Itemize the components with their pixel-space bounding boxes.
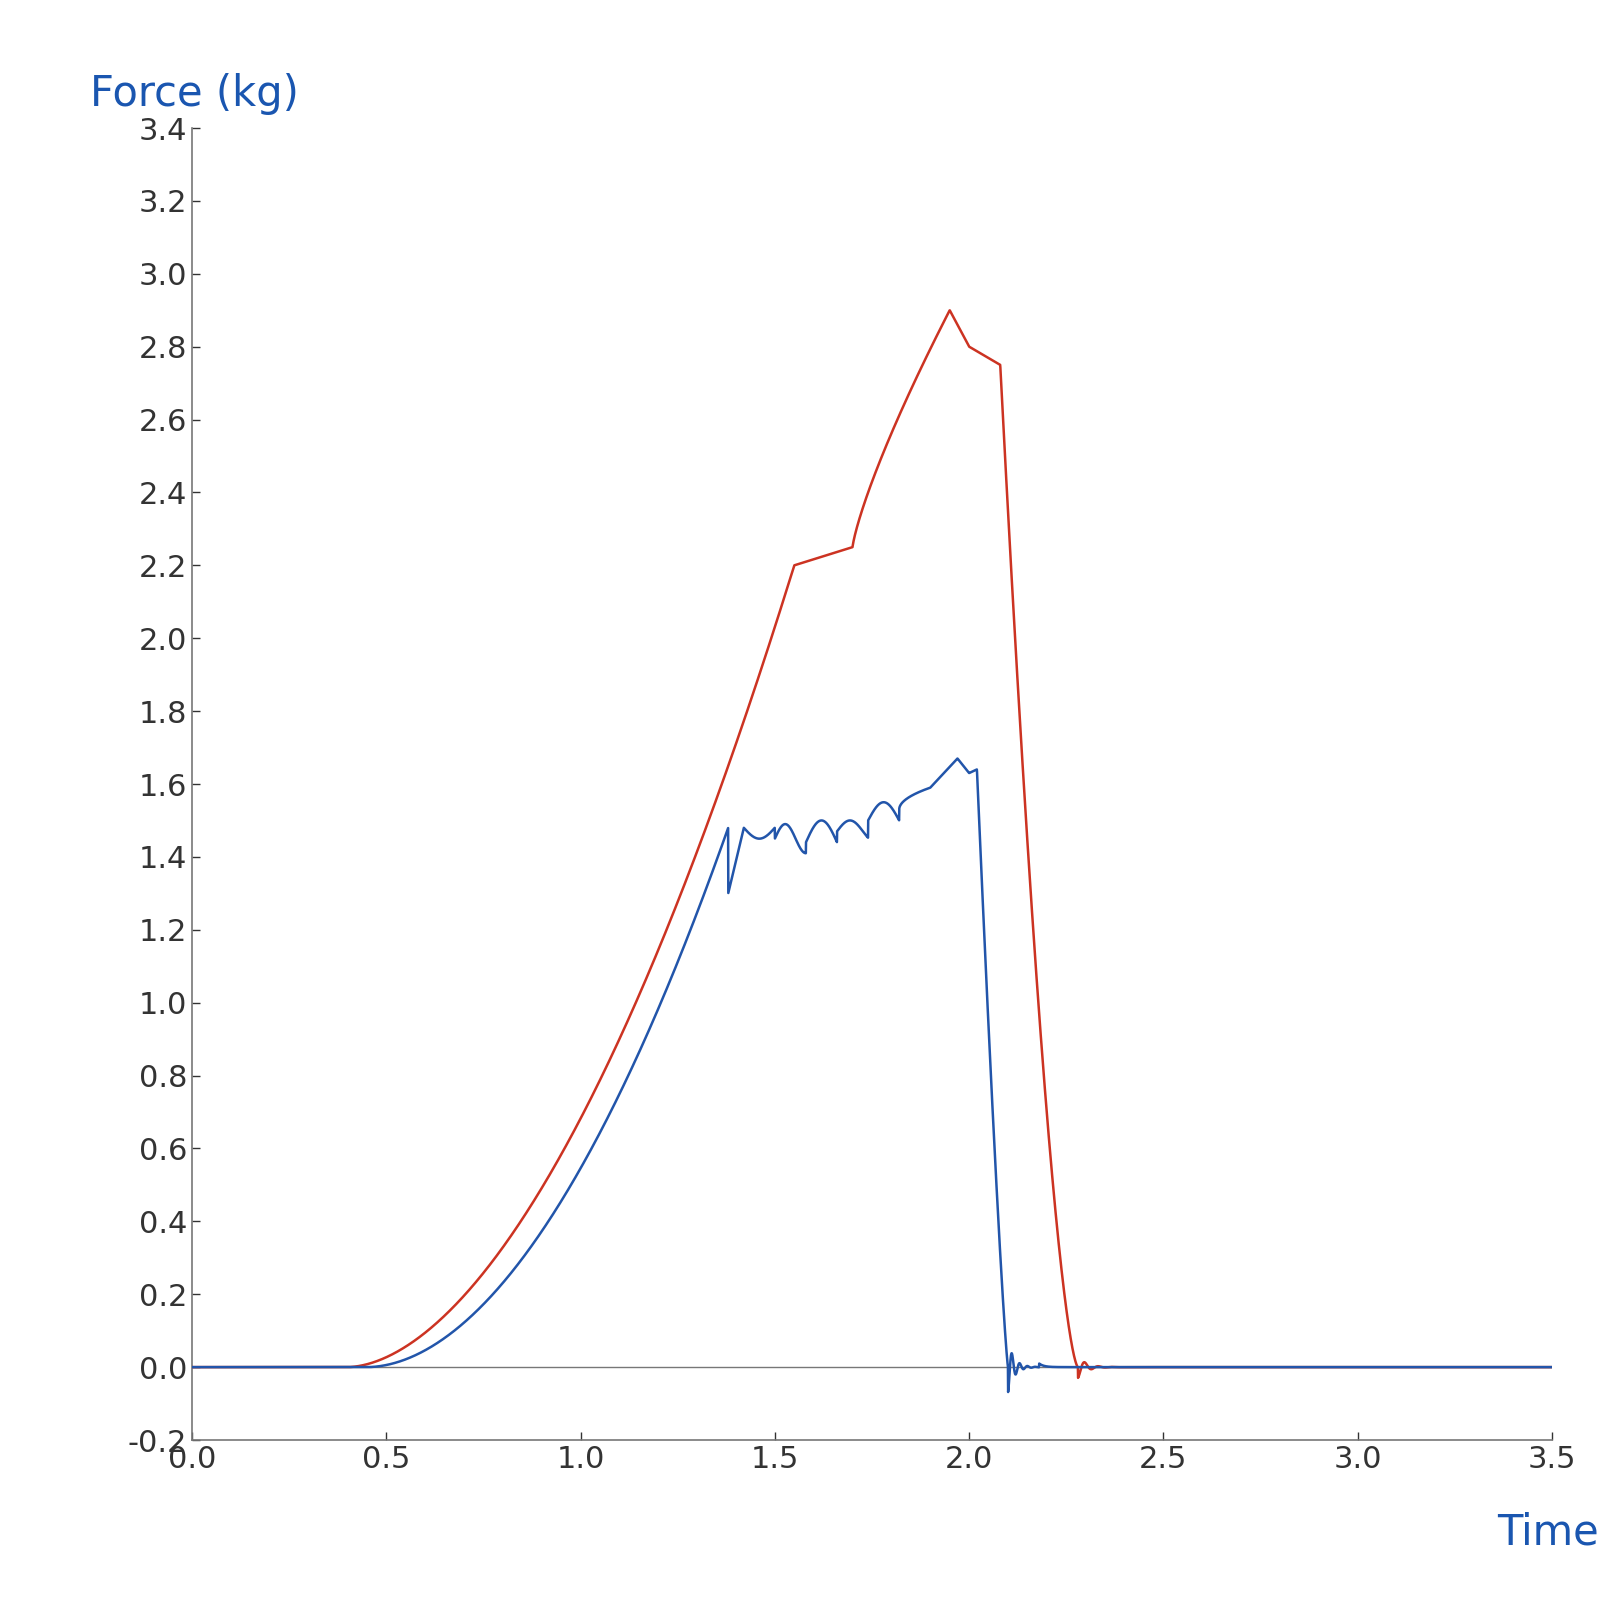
Y-axis label: Force (kg): Force (kg) (90, 74, 299, 115)
X-axis label: Time (sec): Time (sec) (1498, 1512, 1600, 1554)
